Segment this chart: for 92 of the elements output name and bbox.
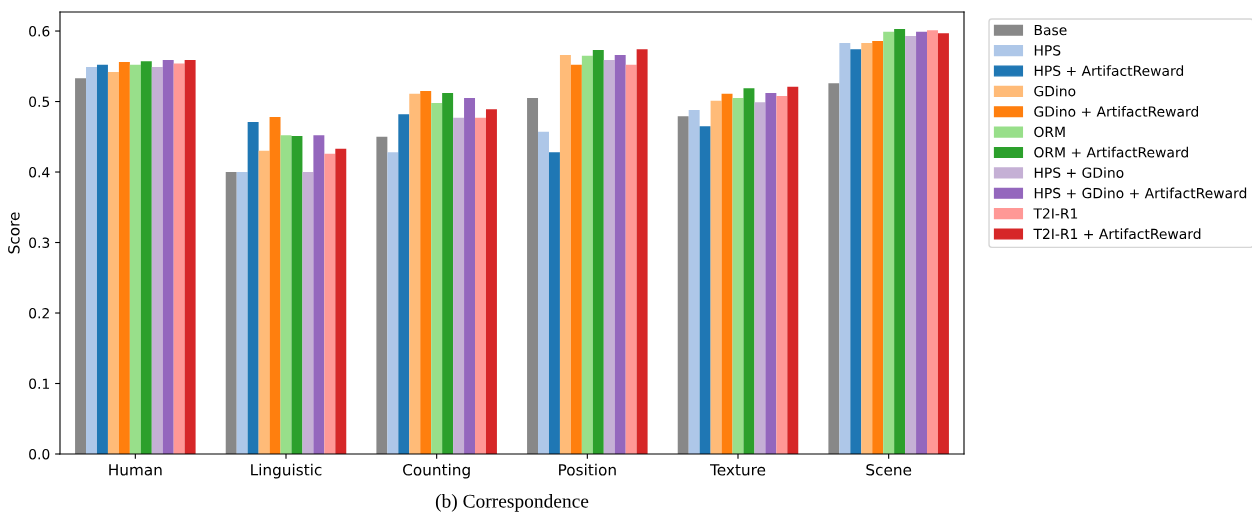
bar [688, 109, 700, 454]
bar [636, 49, 648, 454]
bar [603, 59, 615, 454]
y-axis-title: Score [8, 212, 20, 254]
legend-label: ORM [1034, 126, 1065, 138]
bar [184, 59, 196, 454]
bar [302, 172, 314, 454]
legend-label: T2I-R1 + ArtifactReward [1033, 228, 1201, 240]
bar [151, 66, 163, 454]
bar [291, 136, 303, 454]
bar [916, 31, 928, 454]
bar [721, 93, 733, 454]
x-tick-label: Texture [710, 464, 766, 476]
bar [927, 30, 938, 454]
bar [236, 172, 248, 454]
bar [581, 55, 593, 454]
bar [313, 135, 325, 454]
bar [787, 86, 799, 454]
bar [828, 83, 840, 454]
bar [453, 117, 465, 454]
bar [699, 126, 711, 454]
y-tick-label: 0.6 [29, 26, 50, 37]
legend-label: GDino + ArtifactReward [1034, 106, 1199, 117]
bar [269, 117, 281, 454]
y-tick-label: 0.4 [29, 166, 50, 178]
bar [107, 71, 119, 454]
bar [475, 117, 486, 454]
bar [527, 98, 539, 454]
y-tick-label: 0.1 [29, 378, 49, 389]
bar [409, 93, 421, 454]
bar [442, 93, 454, 454]
legend-label: GDino [1034, 85, 1076, 97]
bar [129, 64, 141, 454]
x-tick-label: Linguistic [251, 463, 322, 479]
bar [162, 59, 174, 454]
legend-label: ORM + ArtifactReward [1034, 146, 1188, 158]
bar [86, 66, 97, 454]
bar [335, 148, 347, 454]
bar [225, 172, 237, 454]
bar [398, 114, 410, 454]
bar [376, 136, 388, 454]
bar [743, 88, 755, 454]
bar [570, 64, 582, 454]
bar [839, 43, 851, 454]
y-tick-label: 0.2 [29, 307, 49, 319]
x-tick-label: Counting [403, 463, 470, 479]
bar [614, 55, 626, 454]
bar [765, 93, 777, 454]
bar [387, 152, 399, 454]
legend-label: HPS [1034, 45, 1061, 56]
bar [894, 28, 906, 454]
bar [710, 100, 722, 454]
bar [592, 50, 604, 454]
y-tick-label: 0.0 [29, 448, 50, 460]
legend-label: Base [1034, 24, 1067, 36]
bar [883, 31, 895, 454]
bar [258, 150, 270, 454]
bar [464, 98, 476, 454]
x-tick-label: Position [559, 463, 616, 476]
x-tick-label: Human [109, 464, 162, 476]
bar [850, 49, 862, 454]
bar [548, 152, 560, 454]
legend-label: HPS + ArtifactReward [1034, 65, 1184, 77]
bar [173, 63, 185, 454]
bar [247, 121, 259, 454]
bar [118, 62, 130, 454]
legend-label: HPS + GDino + ArtifactReward [1034, 187, 1247, 199]
bar [96, 64, 108, 454]
bar [324, 153, 336, 454]
bar [280, 135, 292, 454]
bar [538, 131, 549, 454]
legend-label: HPS + GDino [1034, 167, 1124, 178]
bar [937, 33, 949, 454]
bar [420, 90, 432, 454]
bar [861, 43, 873, 454]
bar [776, 95, 788, 454]
bar [75, 78, 87, 454]
bar [140, 61, 152, 454]
y-tick-label: 0.3 [29, 237, 50, 248]
bar [905, 35, 917, 454]
y-tick-label: 0.5 [29, 96, 50, 107]
bar [485, 109, 497, 454]
x-tick-label: Scene [866, 463, 912, 476]
bar [732, 98, 744, 454]
bar [431, 102, 443, 454]
bar [559, 55, 571, 454]
legend-label: T2I-R1 [1033, 208, 1078, 219]
bar [872, 40, 884, 454]
bar [625, 64, 637, 454]
bar [754, 102, 766, 454]
bar [677, 116, 689, 454]
text: (b) Correspondence [435, 494, 589, 512]
